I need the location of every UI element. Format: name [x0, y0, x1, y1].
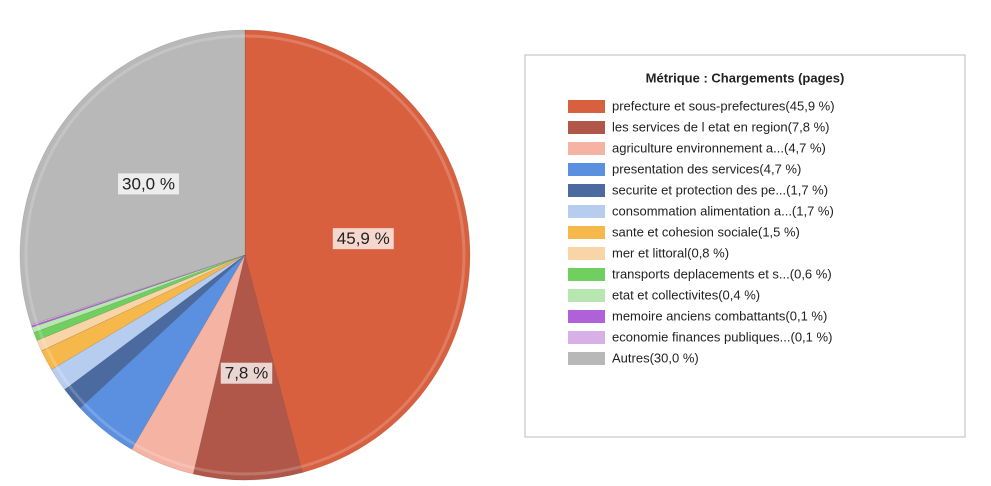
legend-label: sante et cohesion sociale(1,5 %) [612, 224, 800, 239]
legend-swatch [568, 163, 605, 176]
legend-swatch [568, 289, 605, 302]
legend-swatch [568, 226, 605, 239]
pie-slice [36, 254, 246, 352]
data-label-bg [118, 173, 179, 195]
legend-box [524, 54, 966, 438]
legend-label: mer et littoral(0,8 %) [612, 245, 729, 260]
pie-slice [31, 254, 246, 328]
legend-swatch [568, 100, 605, 113]
legend-swatch [568, 247, 605, 260]
legend-label: les services de l etat en region(7,8 %) [612, 119, 830, 134]
legend-label: etat et collectivites(0,4 %) [612, 287, 760, 302]
pie-slice [79, 254, 246, 450]
legend-label: agriculture environnement a...(4,7 %) [612, 140, 826, 155]
legend-label: consommation alimentation a...(1,7 %) [612, 203, 834, 218]
data-label-bg [332, 228, 394, 250]
data-label: 45,9 % [337, 229, 390, 248]
pie-slice [33, 254, 246, 341]
data-label: 30,0 % [122, 174, 175, 193]
legend-label: economie finances publiques...(0,1 %) [612, 329, 832, 344]
pie-slice [31, 254, 246, 333]
legend-label: transports deplacements et s...(0,6 %) [612, 266, 832, 281]
legend-label: securite et protection des pe...(1,7 %) [612, 182, 828, 197]
legend-label: Autres(30,0 %) [612, 350, 699, 365]
pie-slice [244, 29, 471, 473]
data-label: 7,8 % [225, 364, 268, 383]
pie-rim [24, 34, 466, 476]
legend-label: memoire anciens combattants(0,1 %) [612, 308, 827, 323]
legend-swatch [568, 352, 605, 365]
pie-slice [41, 254, 246, 370]
legend-title: Métrique : Chargements (pages) [646, 70, 845, 85]
legend-swatch [568, 331, 605, 344]
legend-swatch [568, 310, 605, 323]
pie-slice [50, 254, 246, 390]
pie-slice [131, 254, 246, 475]
legend-label: presentation des services(4,7 %) [612, 161, 801, 176]
legend-swatch [568, 184, 605, 197]
legend-label: prefecture et sous-prefectures(45,9 %) [612, 98, 835, 113]
pie-slice [30, 254, 246, 327]
legend-swatch [568, 268, 605, 281]
legend-swatch [568, 205, 605, 218]
legend-swatch [568, 121, 605, 134]
legend-swatch [568, 142, 605, 155]
pie-slice [64, 254, 246, 409]
data-label-bg [220, 362, 273, 384]
